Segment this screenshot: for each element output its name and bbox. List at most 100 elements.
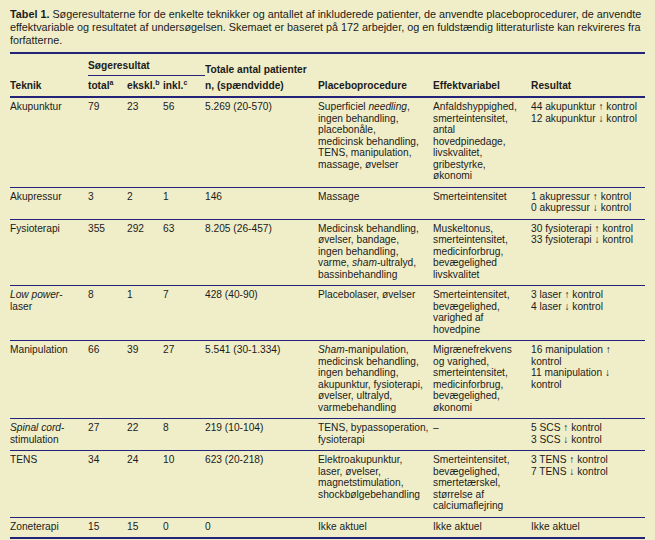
cell-patienter: 8.205 (26-457) xyxy=(205,219,318,286)
cell-inkl: 8 xyxy=(163,419,205,451)
header-spacer xyxy=(433,54,531,76)
cell-placebo: Placebolaser, øvelser xyxy=(318,286,433,341)
table-row: Spinal cord- stimulation27228219 (10-104… xyxy=(10,419,645,451)
cell-placebo: Elektroakupunktur, laser, øvelser, magne… xyxy=(318,451,433,518)
header-teknik: Teknik xyxy=(10,76,88,98)
cell-patienter: 5.541 (30-1.334) xyxy=(205,341,318,419)
cell-total: 15 xyxy=(88,517,127,538)
cell-resultat: 1 akupressur ↑ kontrol 0 akupressur ↓ ko… xyxy=(531,187,645,219)
header-placebo: Placeboprocedure xyxy=(318,76,433,98)
cell-ekskl: 39 xyxy=(127,341,163,419)
header-ekskl: ekskl.b xyxy=(127,76,163,98)
header-group-row: Søgeresultat Totale antal patienter xyxy=(10,54,645,76)
header-group-sogeresultat: Søgeresultat xyxy=(88,54,205,76)
table-row: Akupunktur7923565.269 (20-570)Superficie… xyxy=(10,97,645,187)
cell-inkl: 0 xyxy=(163,517,205,538)
header-row: Teknik totala ekskl.b inkl.c n, (spændvi… xyxy=(10,76,645,98)
cell-placebo: Massage xyxy=(318,187,433,219)
cell-inkl: 1 xyxy=(163,187,205,219)
header-patienter-line1: Totale antal patienter xyxy=(205,54,318,76)
cell-resultat: 3 laser ↑ kontrol 4 laser ↓ kontrol xyxy=(531,286,645,341)
cell-resultat: 5 SCS ↑ kontrol 3 SCS ↓ kontrol xyxy=(531,419,645,451)
table-row: TENS342410623 (20-218)Elektroakupunktur,… xyxy=(10,451,645,518)
cell-ekskl: 1 xyxy=(127,286,163,341)
cell-effekt: Anfaldshyppighed, smerteintensitet, anta… xyxy=(433,97,531,187)
table-header: Søgeresultat Totale antal patienter Tekn… xyxy=(10,54,645,97)
cell-resultat: 3 TENS ↑ kontrol 7 TENS ↓ kontrol xyxy=(531,451,645,518)
cell-total: 27 xyxy=(88,419,127,451)
cell-resultat: 44 akupunktur ↑ kontrol 12 akupunktur ↓ … xyxy=(531,97,645,187)
table-caption-text: Søgeresultaterne for de enkelte teknikke… xyxy=(10,8,641,46)
cell-teknik: Zoneterapi xyxy=(10,517,88,538)
header-ekskl-label: ekskl. xyxy=(127,80,155,91)
header-spacer xyxy=(10,54,88,76)
cell-placebo: Ikke aktuel xyxy=(318,517,433,538)
cell-effekt: Smerteintensitet, bevægelighed, varighed… xyxy=(433,286,531,341)
cell-teknik: Spinal cord- stimulation xyxy=(10,419,88,451)
header-group-label: Søgeresultat xyxy=(88,60,205,76)
cell-ekskl: 292 xyxy=(127,219,163,286)
header-inkl-sup: c xyxy=(183,78,187,85)
cell-patienter: 623 (20-218) xyxy=(205,451,318,518)
cell-resultat: Ikke aktuel xyxy=(531,517,645,538)
cell-total: 79 xyxy=(88,97,127,187)
cell-effekt: Smerteintensitet, bevægelighed, smertetæ… xyxy=(433,451,531,518)
cell-teknik: Manipulation xyxy=(10,341,88,419)
cell-placebo: TENS, bypassoperation, fysioterapi xyxy=(318,419,433,451)
cell-teknik: Akupressur xyxy=(10,187,88,219)
table-row: Manipulation6639275.541 (30-1.334)Sham-m… xyxy=(10,341,645,419)
cell-teknik: TENS xyxy=(10,451,88,518)
cell-placebo: Superficiel needling, ingen behandling, … xyxy=(318,97,433,187)
cell-patienter: 219 (10-104) xyxy=(205,419,318,451)
cell-ekskl: 2 xyxy=(127,187,163,219)
header-total: totala xyxy=(88,76,127,98)
cell-inkl: 63 xyxy=(163,219,205,286)
cell-patienter: 146 xyxy=(205,187,318,219)
table-row: Zoneterapi151500Ikke aktuelIkke aktuelIk… xyxy=(10,517,645,538)
cell-inkl: 27 xyxy=(163,341,205,419)
cell-ekskl: 15 xyxy=(127,517,163,538)
cell-inkl: 56 xyxy=(163,97,205,187)
table-caption: Tabel 1. Søgeresultaterne for de enkelte… xyxy=(10,8,645,47)
cell-effekt: Migrænefrekvens og varighed, smerteinten… xyxy=(433,341,531,419)
cell-total: 8 xyxy=(88,286,127,341)
cell-resultat: 30 fysioterapi ↑ kontrol 33 fysioterapi … xyxy=(531,219,645,286)
cell-placebo: Sham-manipulation, medicinsk behandling,… xyxy=(318,341,433,419)
table-caption-label: Tabel 1. xyxy=(10,8,49,20)
cell-ekskl: 23 xyxy=(127,97,163,187)
header-total-label: total xyxy=(88,80,110,91)
cell-total: 34 xyxy=(88,451,127,518)
header-ekskl-sup: b xyxy=(155,78,159,85)
cell-resultat: 16 manipulation ↑ kontrol 11 manipulatio… xyxy=(531,341,645,419)
cell-inkl: 7 xyxy=(163,286,205,341)
cell-effekt: Ikke aktuel xyxy=(433,517,531,538)
cell-effekt: Smerteintensitet xyxy=(433,187,531,219)
cell-teknik: Fysioterapi xyxy=(10,219,88,286)
table-row: Akupressur321146MassageSmerteintensitet1… xyxy=(10,187,645,219)
cell-patienter: 428 (40-90) xyxy=(205,286,318,341)
table-body: Akupunktur7923565.269 (20-570)Superficie… xyxy=(10,97,645,538)
cell-inkl: 10 xyxy=(163,451,205,518)
cell-total: 355 xyxy=(88,219,127,286)
table-row: Low power-laser817428 (40-90)Placebolase… xyxy=(10,286,645,341)
header-patienter-line2: n, (spændvidde) xyxy=(205,76,318,98)
cell-placebo: Medicinsk behandling, øvelser, bandage, … xyxy=(318,219,433,286)
cell-effekt: – xyxy=(433,419,531,451)
header-effekt: Effektvariabel xyxy=(433,76,531,98)
header-resultat: Resultat xyxy=(531,76,645,98)
cell-total: 3 xyxy=(88,187,127,219)
results-table: Søgeresultat Totale antal patienter Tekn… xyxy=(10,54,645,539)
header-inkl: inkl.c xyxy=(163,76,205,98)
cell-teknik: Akupunktur xyxy=(10,97,88,187)
cell-effekt: Muskeltonus, smerteintensitet, medicinfo… xyxy=(433,219,531,286)
cell-total: 66 xyxy=(88,341,127,419)
header-total-sup: a xyxy=(110,78,114,85)
header-spacer xyxy=(318,54,433,76)
cell-ekskl: 24 xyxy=(127,451,163,518)
cell-teknik: Low power-laser xyxy=(10,286,88,341)
table-row: Fysioterapi355292638.205 (26-457)Medicin… xyxy=(10,219,645,286)
cell-patienter: 0 xyxy=(205,517,318,538)
header-spacer xyxy=(531,54,645,76)
table-page: Tabel 1. Søgeresultaterne for de enkelte… xyxy=(0,0,655,540)
cell-ekskl: 22 xyxy=(127,419,163,451)
